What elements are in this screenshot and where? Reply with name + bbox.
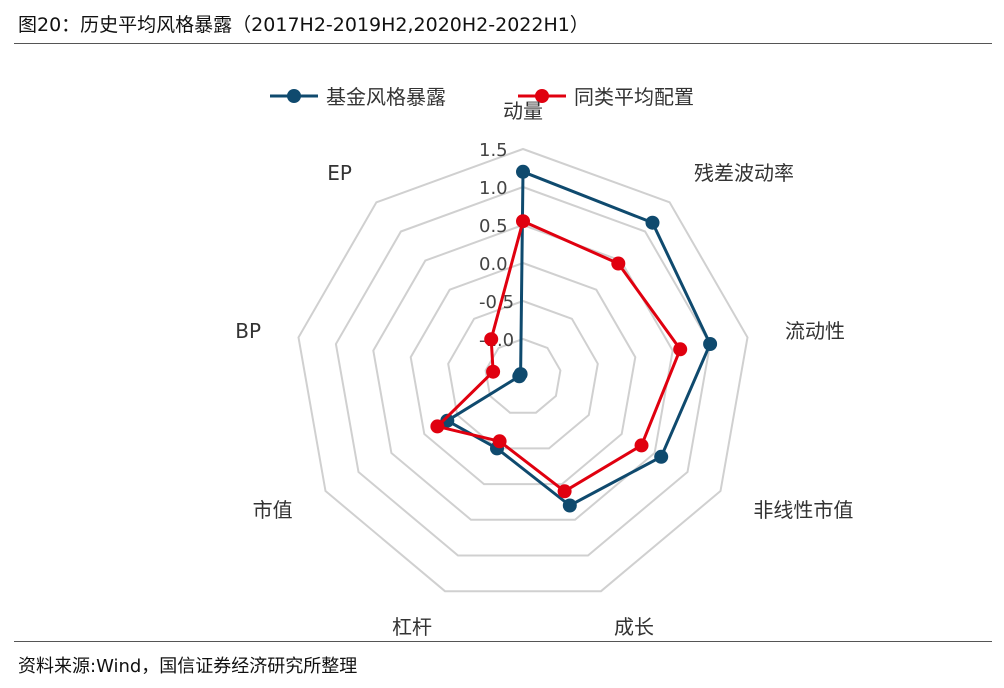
series-1 [430, 214, 688, 499]
radar-grid [297, 147, 749, 593]
axis-label: 流动性 [785, 319, 845, 343]
grid-ring-1 [447, 299, 599, 450]
data-point [486, 364, 501, 379]
data-point [484, 332, 499, 347]
axis-label: EP [327, 161, 352, 185]
grid-ring-3 [372, 223, 674, 521]
tick-label: 1.5 [479, 140, 508, 161]
chart-legend: 基金风格暴露 同类平均配置 [270, 85, 694, 109]
series-line [435, 219, 682, 493]
source-rule [14, 641, 992, 642]
source-note: 资料来源:Wind，国信证券经济研究所整理 [18, 656, 358, 677]
axis-label: BP [235, 319, 261, 343]
data-point [703, 337, 718, 351]
axis-label: 动量 [503, 99, 543, 123]
data-point [562, 498, 577, 513]
series-layer [430, 164, 718, 513]
data-point [492, 434, 507, 449]
tick-label: -0.5 [479, 292, 514, 313]
axis-label: 非线性市值 [753, 498, 853, 522]
grid-ring-2 [409, 261, 637, 486]
legend-label: 基金风格暴露 [326, 85, 446, 109]
axis-label: 市值 [253, 498, 293, 522]
tick-label: 0.5 [479, 216, 508, 237]
data-point [634, 438, 649, 453]
data-point [516, 214, 530, 229]
axis-label: 杠杆 [392, 615, 432, 639]
legend-item: 基金风格暴露 [270, 85, 446, 109]
data-point [557, 484, 572, 499]
data-point [654, 449, 669, 464]
axis-label: 残差波动率 [694, 161, 794, 185]
series-0 [440, 164, 718, 513]
title-rule [14, 43, 992, 44]
legend-marker [287, 89, 301, 103]
data-point [513, 367, 528, 382]
data-point [673, 342, 688, 357]
tick-label: 1.0 [479, 178, 508, 199]
data-point [645, 215, 660, 230]
axis-label: 成长 [614, 615, 654, 639]
legend-item: 同类平均配置 [518, 85, 694, 109]
grid-ring-4 [334, 185, 712, 557]
data-point [516, 164, 530, 179]
grid-ring-5 [297, 147, 749, 593]
figure-title: 图20：历史平均风格暴露（2017H2-2019H2,2020H2-2022H1… [18, 14, 589, 36]
tick-label: 0.0 [479, 254, 508, 275]
data-point [611, 256, 626, 271]
legend-marker [535, 89, 549, 103]
data-point [430, 419, 445, 434]
legend-label: 同类平均配置 [574, 85, 694, 109]
